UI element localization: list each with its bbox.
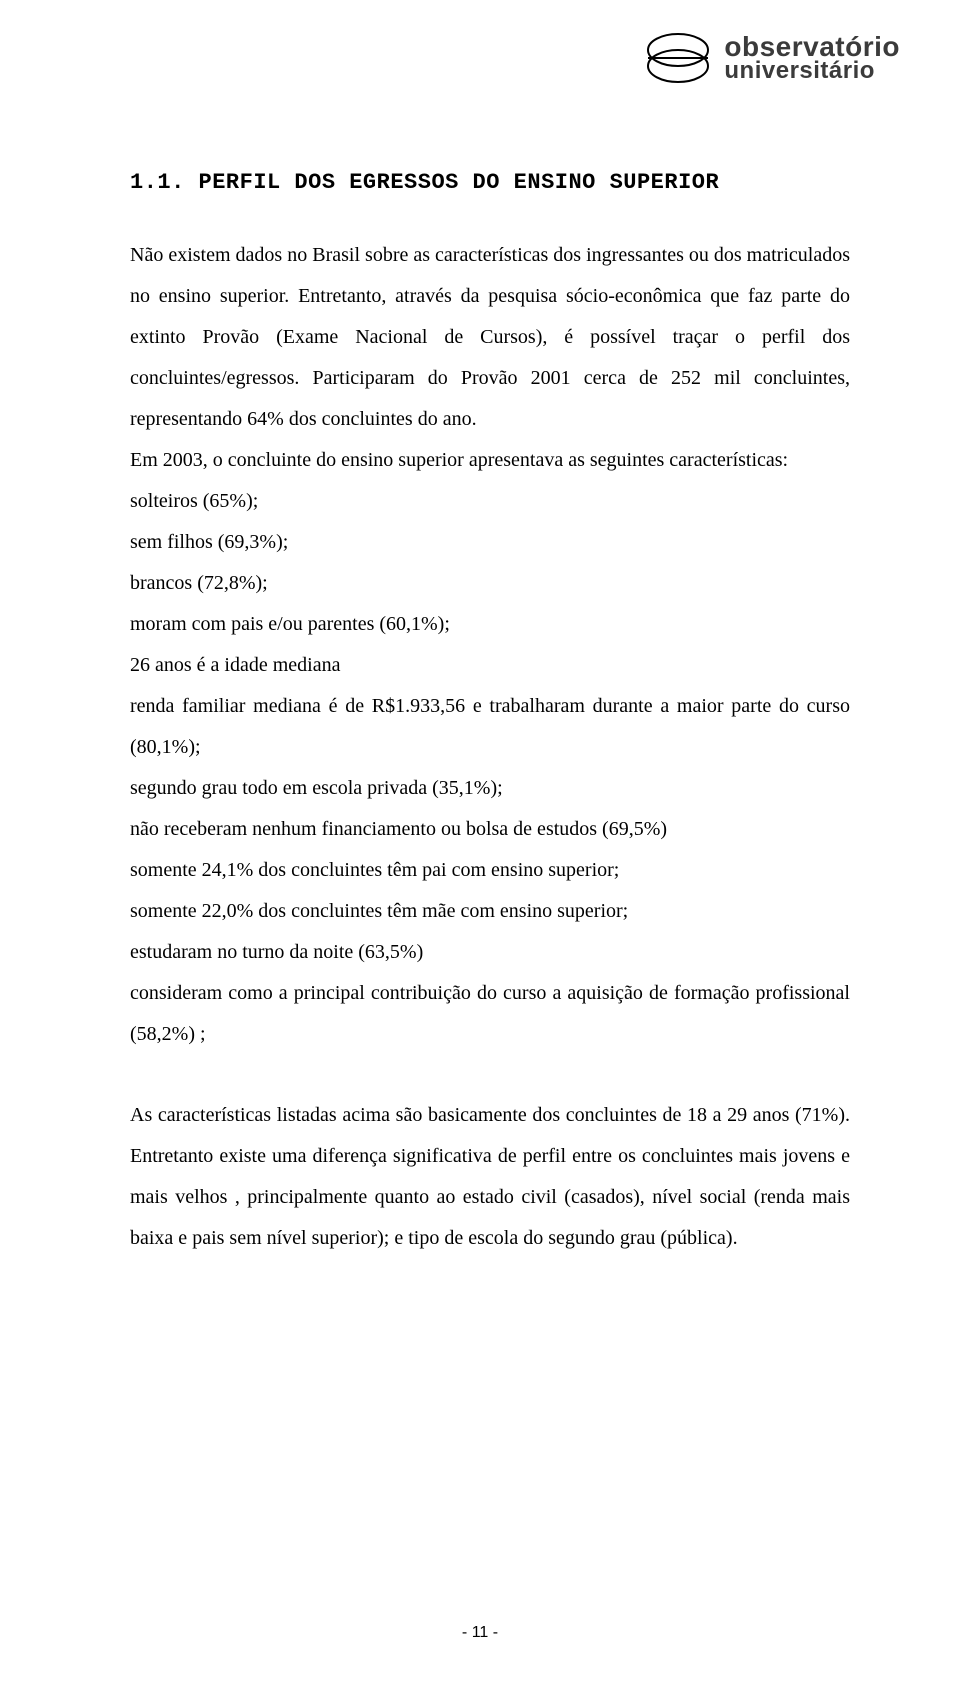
list-item: não receberam nenhum financiamento ou bo… — [130, 809, 850, 850]
observatorio-logo-icon — [642, 28, 714, 88]
logo-line2: universitário — [724, 59, 900, 83]
page: observatório universitário 1.1. PERFIL D… — [0, 0, 960, 1690]
list-item: sem filhos (69,3%); — [130, 522, 850, 563]
list-item: 26 anos é a idade mediana — [130, 645, 850, 686]
paragraph-3: As características listadas acima são ba… — [130, 1095, 850, 1259]
list-item: solteiros (65%); — [130, 481, 850, 522]
list-item: segundo grau todo em escola privada (35,… — [130, 768, 850, 809]
paragraph-1: Não existem dados no Brasil sobre as car… — [130, 235, 850, 440]
list-item: consideram como a principal contribuição… — [130, 973, 850, 1055]
content-area: 1.1. PERFIL DOS EGRESSOS DO ENSINO SUPER… — [130, 170, 850, 1259]
list-item: estudaram no turno da noite (63,5%) — [130, 932, 850, 973]
list-item: moram com pais e/ou parentes (60,1%); — [130, 604, 850, 645]
paragraph-spacer — [130, 1055, 850, 1095]
section-title: 1.1. PERFIL DOS EGRESSOS DO ENSINO SUPER… — [130, 170, 850, 195]
logo-text: observatório universitário — [724, 33, 900, 83]
list-item: somente 22,0% dos concluintes têm mãe co… — [130, 891, 850, 932]
list-item: renda familiar mediana é de R$1.933,56 e… — [130, 686, 850, 768]
list-item: brancos (72,8%); — [130, 563, 850, 604]
list-item: somente 24,1% dos concluintes têm pai co… — [130, 850, 850, 891]
logo-block: observatório universitário — [642, 28, 900, 88]
page-number: - 11 - — [0, 1624, 960, 1642]
paragraph-2-lead: Em 2003, o concluinte do ensino superior… — [130, 440, 850, 481]
